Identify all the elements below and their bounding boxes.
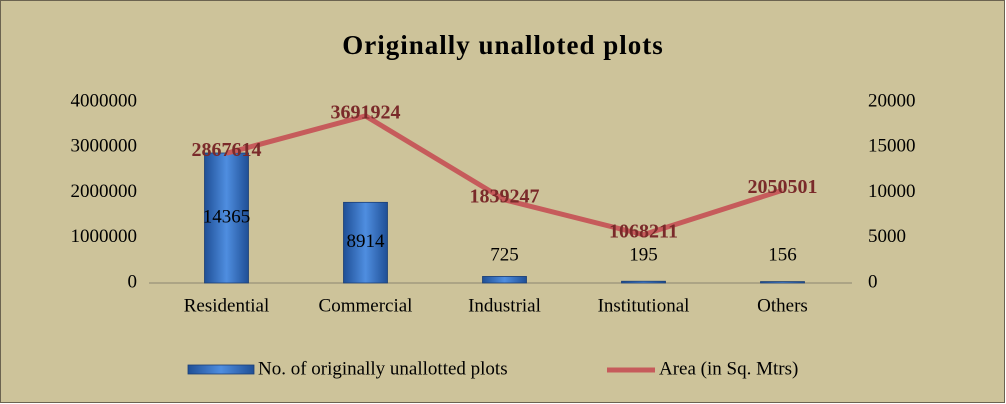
line-value-label: 3691924 <box>331 102 401 124</box>
line-value-label: 2050501 <box>748 176 818 198</box>
y2-tick-label: 20000 <box>868 90 916 111</box>
y-tick-label: 1000000 <box>71 226 138 247</box>
line-value-label: 1068211 <box>609 220 678 242</box>
bar-value-label: 8914 <box>347 231 386 252</box>
y-tick-label: 0 <box>128 271 138 292</box>
y2-tick-label: 5000 <box>868 226 906 247</box>
bar-value-label: 195 <box>629 244 658 265</box>
y2-tick-label: 10000 <box>868 181 916 202</box>
chart-title: Originally unalloted plots <box>342 30 664 60</box>
y-tick-label: 3000000 <box>71 136 138 157</box>
bar <box>343 201 388 284</box>
x-tick-label: Residential <box>184 295 269 316</box>
bar <box>482 276 527 284</box>
y-tick-label: 2000000 <box>71 181 138 202</box>
legend-swatch <box>187 364 255 375</box>
y2-tick-label: 15000 <box>868 136 916 157</box>
legend-label: Area (in Sq. Mtrs) <box>659 358 798 379</box>
bar-value-label: 156 <box>768 244 797 265</box>
y-tick-label: 4000000 <box>71 90 138 111</box>
bar <box>204 152 249 284</box>
line-value-label: 1839247 <box>470 185 540 207</box>
bar-value-label: 14365 <box>203 206 251 227</box>
legend-label: No. of originally unallotted plots <box>258 358 508 379</box>
x-tick-label: Institutional <box>598 295 690 316</box>
bar <box>760 281 805 284</box>
x-tick-label: Industrial <box>468 295 541 316</box>
y2-tick-label: 0 <box>868 271 878 292</box>
bar <box>621 280 666 284</box>
x-tick-label: Others <box>757 295 808 316</box>
line-value-label: 2867614 <box>192 139 262 161</box>
bar-value-label: 725 <box>490 244 519 265</box>
line <box>225 113 784 238</box>
x-tick-label: Commercial <box>319 295 413 316</box>
